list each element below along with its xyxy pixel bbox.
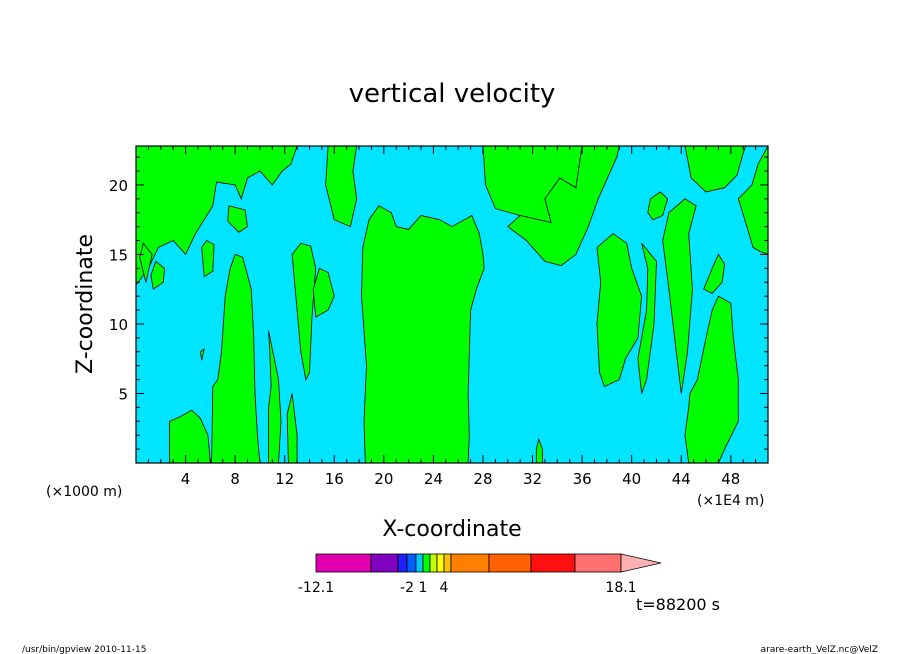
y-tick-label: 5 [118,385,128,403]
contour-region [150,260,165,290]
contour-regions [136,146,768,463]
x-tick-label: 24 [424,470,443,488]
x-tick-label: 12 [275,470,294,488]
chart-title: vertical velocity [349,79,556,109]
colorbar-segment [370,553,399,573]
colorbar-segment [574,553,622,573]
colorbar-label: -2 [400,580,414,596]
contour-region [139,242,153,283]
contour-region [199,348,205,361]
x-scale-label-left: (×1000 m) [46,484,122,500]
colorbar-segment [530,553,576,573]
footer-right: arare-earth_VelZ.nc@VelZ [761,645,878,654]
contour-region [637,243,657,394]
x-tick-label: 40 [622,470,641,488]
colorbar-label: 1 [419,580,428,596]
contour-region [737,146,768,255]
contour-region [136,146,298,286]
time-label: t=88200 s [636,595,720,614]
x-axis: 4 8 12 16 20 24 28 32 36 40 44 48 [147,146,757,488]
x-scale-label-right: (×1E4 m) [697,493,764,509]
contour-region [596,233,643,388]
colorbar-arrow [620,553,662,573]
contour-region [703,253,726,294]
y-tick-label: 15 [109,246,128,264]
contour-region [227,205,248,233]
contour-region [325,146,358,228]
x-tick-label: 20 [374,470,393,488]
plot-frame [135,145,769,464]
contour-region [662,198,697,394]
x-tick-label: 44 [672,470,691,488]
colorbar-segment [450,553,490,573]
x-tick-label: 8 [230,470,240,488]
contour-region [312,267,335,318]
contour-region [684,295,739,463]
contour-region [169,409,211,463]
colorbar-label: -12.1 [298,580,334,596]
colorbar-label: 18.1 [605,580,636,596]
y-axis-label: Z-coordinate [73,234,98,374]
colorbar-segment [429,553,438,573]
contour-region [647,191,669,221]
contour-region [211,253,261,463]
contour-region [201,239,215,278]
x-tick-label: 28 [473,470,492,488]
x-tick-label: 16 [325,470,344,488]
x-tick-label: 36 [573,470,592,488]
colorbar: -12.1 -2 1 4 18.1 [298,553,662,596]
contour-region [507,146,620,267]
contour-region [361,205,485,463]
colorbar-segment [315,553,372,573]
x-axis-label: X-coordinate [382,517,521,542]
y-axis: 5 10 15 20 [109,156,768,450]
colorbar-segment [443,553,452,573]
contour-region [268,330,282,463]
x-tick-label: 32 [523,470,542,488]
colorbar-segment [397,553,408,573]
x-tick-label: 48 [721,470,740,488]
contour-region [535,438,543,463]
contour-region [684,146,747,193]
colorbar-segment [488,553,532,573]
footer-left: /usr/bin/gpview 2010-11-15 [22,645,146,654]
y-tick-label: 20 [109,177,128,195]
colorbar-label: 4 [440,580,449,596]
y-tick-label: 10 [109,316,128,334]
contour-region [291,242,317,381]
colorbar-segment [406,553,417,573]
colorbar-segment [415,553,424,573]
colorbar-segment [422,553,431,573]
contour-region [286,393,298,463]
colorbar-segment [436,553,445,573]
x-tick-label: 4 [181,470,191,488]
